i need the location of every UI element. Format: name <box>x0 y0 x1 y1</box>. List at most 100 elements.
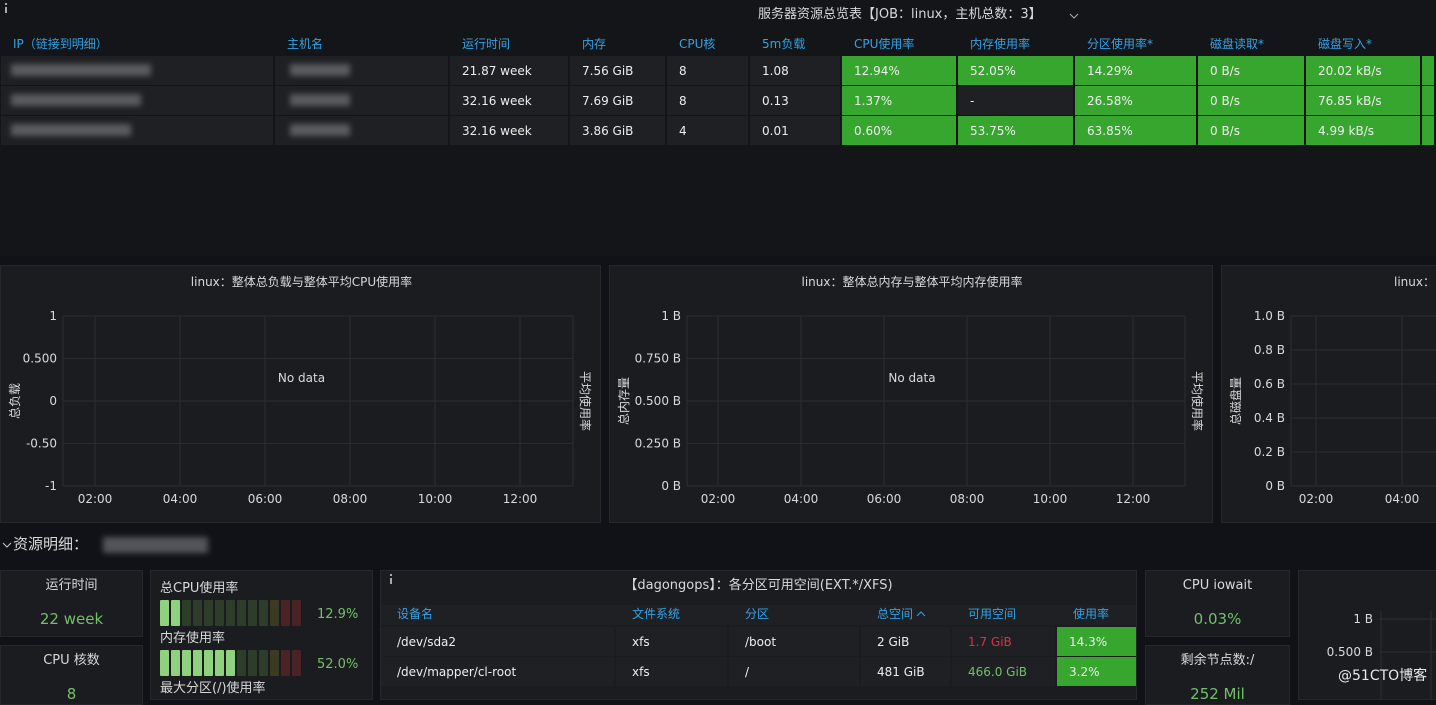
y-axis-label: 总负载 <box>8 383 22 419</box>
cell-value: /dev/sda2 <box>397 635 457 649</box>
table-cell: 1.08 <box>750 56 840 85</box>
cell-value: 4 <box>679 124 687 138</box>
gauge-label: 内存使用率 <box>160 631 226 646</box>
column-header[interactable]: 可用空间 <box>968 607 1017 621</box>
table-cell <box>1422 56 1434 85</box>
cell-value: 1.37% <box>854 94 893 108</box>
panel-title[interactable]: 服务器资源总览表【JOB：linux，主机总数：3】 <box>758 7 1042 22</box>
sort-icon[interactable] <box>916 610 926 618</box>
table-cell <box>1 86 273 115</box>
cell-value: 4.99 kB/s <box>1318 124 1375 138</box>
gauge <box>160 650 301 676</box>
cell-value: xfs <box>632 635 650 649</box>
gauge-segment <box>182 600 191 626</box>
column-header[interactable]: 分区使用率* <box>1087 37 1154 51</box>
table-cell: 2 GiB <box>861 627 950 656</box>
cell-value: /boot <box>745 635 777 649</box>
cell-value: 32.16 week <box>462 94 532 108</box>
panel-title[interactable]: 【dagongops】：各分区可用空间(EXT.*/XFS) <box>624 578 893 593</box>
gauge-segment <box>204 600 213 626</box>
y-tick-label: 0.2 B <box>1254 445 1285 459</box>
x-tick-label: 02:00 <box>1299 492 1334 506</box>
redacted <box>11 94 141 106</box>
redacted <box>290 124 350 136</box>
table-cell: 76.85 kB/s <box>1306 86 1420 115</box>
stat-panel: 运行时间 22 week <box>0 570 143 637</box>
table-cell: 8 <box>667 56 748 85</box>
column-header[interactable]: 分区 <box>745 607 770 621</box>
column-header[interactable]: 设备名 <box>397 607 434 621</box>
gauge-segment <box>182 650 191 676</box>
stat-value: 0.03% <box>1193 610 1242 628</box>
cell-value: 8 <box>679 94 687 108</box>
column-header[interactable]: 总空间 <box>877 607 914 621</box>
y-tick-label: -0.50 <box>26 437 57 451</box>
y-tick-label: 0.750 B <box>635 352 681 366</box>
dropdown-icon[interactable] <box>1069 12 1079 20</box>
stat-panel: CPU 核数 8 <box>0 645 143 705</box>
table-cell: 4 <box>667 116 748 145</box>
graph-panel: linux： 1.0 B 0.8 B 0.6 B 0.4 B 0.2 B 0 B 02:00 0… <box>1221 265 1436 523</box>
table-cell: 7.56 GiB <box>570 56 665 85</box>
x-tick-label: 04:00 <box>1385 492 1420 506</box>
x-tick-label: 02:00 <box>78 492 113 506</box>
gauge-segment <box>270 600 279 626</box>
cell-value: 14.29% <box>1087 64 1133 78</box>
cell-value: 7.69 GiB <box>582 94 634 108</box>
column-header[interactable]: 运行时间 <box>462 37 511 51</box>
table-cell: 0.13 <box>750 86 840 115</box>
y-axis-label: 总内存量 <box>617 377 631 425</box>
table-cell: /dev/mapper/cl-root <box>381 657 614 686</box>
section-title[interactable]: 资源明细： <box>13 535 89 553</box>
cell-value: 1.08 <box>762 64 789 78</box>
table-cell: 63.85% <box>1075 116 1196 145</box>
cell-value: 481 GiB <box>877 665 925 679</box>
cell-value: 0.01 <box>762 124 789 138</box>
table-cell <box>275 56 448 85</box>
cell-value: 0 B/s <box>1210 64 1240 78</box>
column-header[interactable]: 磁盘写入* <box>1318 37 1373 51</box>
gauge-segment <box>248 600 257 626</box>
table-cell: - <box>958 86 1073 115</box>
column-header[interactable]: 主机名 <box>287 37 324 51</box>
y-axis-label: 总磁盘量 <box>1228 377 1243 425</box>
collapse-icon[interactable] <box>2 540 12 550</box>
column-header[interactable]: 内存使用率 <box>970 37 1031 51</box>
info-icon <box>5 3 7 13</box>
table-cell: 0 B/s <box>1198 86 1304 115</box>
column-header[interactable]: 5m负载 <box>762 37 806 51</box>
gauge-segment <box>204 650 213 676</box>
table-cell: 53.75% <box>958 116 1073 145</box>
stat-panel: CPU iowait 0.03% <box>1145 570 1290 637</box>
cell-value: 14.3% <box>1069 635 1108 649</box>
no-data: No data <box>278 371 325 385</box>
stat-title: CPU 核数 <box>43 653 100 668</box>
cell-value: 3.2% <box>1069 665 1100 679</box>
column-header[interactable]: 磁盘读取* <box>1210 37 1265 51</box>
table-cell: 21.87 week <box>450 56 568 85</box>
column-header[interactable]: CPU核 <box>679 37 716 51</box>
column-header[interactable]: CPU使用率 <box>854 37 915 51</box>
column-header[interactable]: 内存 <box>582 37 607 51</box>
y-tick-label: 0.4 B <box>1254 411 1285 425</box>
y-tick-label: 0.500 B <box>635 394 681 408</box>
table-cell <box>1 116 273 145</box>
gauge-segment <box>160 650 169 676</box>
cell-value: 32.16 week <box>462 124 532 138</box>
y-tick-label: 1 B <box>1353 612 1373 626</box>
table-cell: 3.86 GiB <box>570 116 665 145</box>
gauge-segment <box>193 600 202 626</box>
stat-title: CPU iowait <box>1182 578 1253 593</box>
x-tick-label: 10:00 <box>1033 492 1068 506</box>
gauge-segment <box>281 650 290 676</box>
column-header[interactable]: 文件系统 <box>632 607 681 621</box>
column-header[interactable]: 使用率 <box>1073 607 1110 621</box>
y-tick-label: 0.500 B <box>1327 645 1373 659</box>
table-cell: 466.0 GiB <box>952 657 1055 686</box>
column-header[interactable]: IP（链接到明细） <box>13 37 108 51</box>
stat-panel: 剩余节点数:/ 252 Mil <box>1145 645 1290 705</box>
cell-value: 53.75% <box>970 124 1016 138</box>
table-cell: 14.3% <box>1057 627 1136 656</box>
y-tick-label: 1.0 B <box>1254 309 1285 323</box>
gauge-value: 52.0% <box>317 657 359 672</box>
